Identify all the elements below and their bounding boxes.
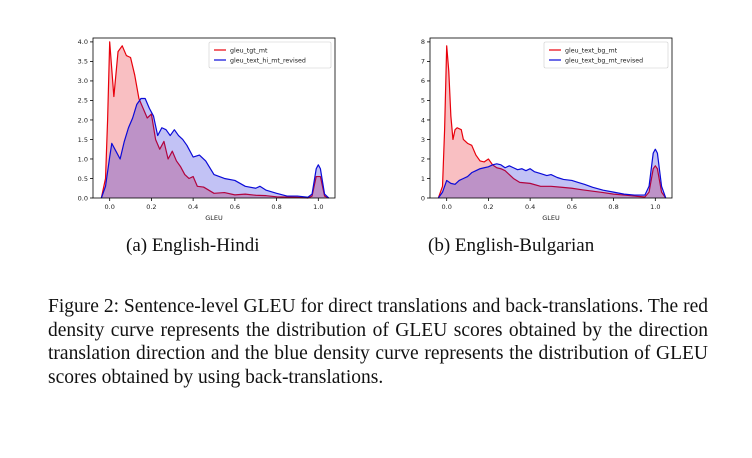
y-tick-label: 1.5 <box>78 136 88 144</box>
x-tick-label: 0.4 <box>188 203 198 211</box>
subcaption-b: (b) English-Bulgarian <box>428 235 595 256</box>
y-tick-label: 7 <box>421 58 425 66</box>
chart-english-hindi-svg: 0.0 0.2 0.4 0.6 0.8 1.0 0.0 0.5 1.0 1.5 2.0 2.5 3.0 3… <box>78 37 336 222</box>
x-tick-label: 0.8 <box>271 203 281 211</box>
y-tick-label: 1 <box>421 175 425 183</box>
legend-label-0: gleu_text_bg_mt <box>565 47 618 54</box>
legend-label-0: gleu_tgt_mt <box>230 47 268 54</box>
chart-english-hindi: 0.0 0.2 0.4 0.6 0.8 1.0 0.0 0.5 1.0 1.5 2.0 2.5 3.0 3… <box>48 28 408 233</box>
x-tick-label: 0.6 <box>567 203 577 211</box>
x-tick-label: 0.8 <box>608 203 618 211</box>
x-tick-label: 0.0 <box>105 203 115 211</box>
subcaption-a: (a) English-Hindi <box>126 235 260 256</box>
series-area-1 <box>438 149 666 198</box>
series-area-0 <box>438 45 666 198</box>
y-tick-label: 0.0 <box>78 194 88 202</box>
figure-caption: Figure 2: Sentence-level GLEU for direct… <box>48 296 708 388</box>
y-tick-label: 0 <box>421 194 425 202</box>
series-line-0 <box>437 45 667 199</box>
y-tick-label: 3.5 <box>78 58 88 66</box>
x-tick-label: 0.0 <box>442 203 452 211</box>
y-tick-label: 6 <box>421 77 425 85</box>
plot-frame <box>92 37 336 199</box>
y-tick-label: 2 <box>421 155 425 163</box>
series-area-1 <box>101 98 329 198</box>
chart-english-bulgarian-svg: 0.0 0.2 0.4 0.6 0.8 1.0 0 1 2 3 4 5 6 7 8 GLEU gleu_text… <box>421 37 673 222</box>
x-tick-label: 0.4 <box>525 203 535 211</box>
series-line-1 <box>100 97 330 199</box>
chart-english-bulgarian: 0.0 0.2 0.4 0.6 0.8 1.0 0 1 2 3 4 5 6 7 8 GLEU gleu_text… <box>385 28 745 233</box>
y-tick-label: 2.0 <box>78 116 88 124</box>
y-tick-label: 3 <box>421 136 425 144</box>
legend-box <box>208 41 332 69</box>
plot-frame <box>429 37 673 199</box>
y-tick-label: 3.0 <box>78 77 88 85</box>
x-tick-label: 0.2 <box>483 203 493 211</box>
x-tick-label: 1.0 <box>650 203 660 211</box>
y-tick-label: 4 <box>421 116 425 124</box>
y-tick-label: 1.0 <box>78 155 88 163</box>
x-tick-label: 0.6 <box>230 203 240 211</box>
legend-label-1: gleu_text_hi_mt_revised <box>230 57 306 64</box>
x-axis-label: GLEU <box>542 214 560 222</box>
y-tick-label: 0.5 <box>78 175 88 183</box>
series-area-0 <box>101 41 329 199</box>
y-tick-label: 4.0 <box>78 38 88 46</box>
series-line-1 <box>437 148 667 199</box>
y-tick-label: 2.5 <box>78 97 88 105</box>
x-tick-label: 1.0 <box>313 203 323 211</box>
legend-label-1: gleu_text_bg_mt_revised <box>565 57 643 64</box>
y-tick-label: 8 <box>421 38 425 46</box>
series-line-0 <box>100 41 329 199</box>
y-tick-label: 5 <box>421 97 425 105</box>
x-tick-label: 0.2 <box>146 203 156 211</box>
x-axis-label: GLEU <box>205 214 223 222</box>
legend-box <box>543 41 669 69</box>
